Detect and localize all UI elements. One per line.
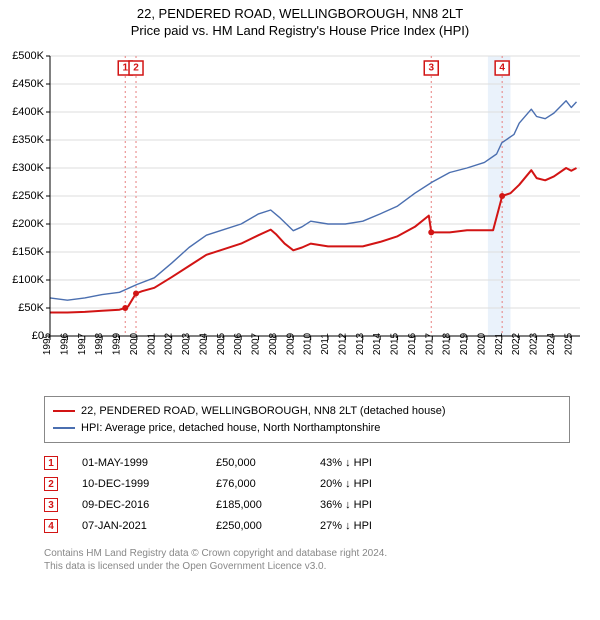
xtick-label: 2017 <box>424 332 435 355</box>
event-dot <box>499 193 505 199</box>
event-date: 10-DEC-1999 <box>82 474 192 495</box>
legend-row: 22, PENDERED ROAD, WELLINGBOROUGH, NN8 2… <box>53 403 561 420</box>
xtick-label: 1996 <box>59 332 70 355</box>
event-diff: 43% ↓ HPI <box>320 453 430 474</box>
ytick-label: £400K <box>12 106 44 118</box>
event-diff: 20% ↓ HPI <box>320 474 430 495</box>
chart-area: £0£50K£100K£150K£200K£250K£300K£350K£400… <box>0 46 600 386</box>
event-dot <box>133 290 139 296</box>
event-row: 1 01-MAY-1999 £50,000 43% ↓ HPI <box>44 453 570 474</box>
ytick-label: £50K <box>18 302 44 314</box>
credits: Contains HM Land Registry data © Crown c… <box>44 547 570 573</box>
ytick-label: £500K <box>12 50 44 62</box>
xtick-label: 2015 <box>390 332 401 355</box>
event-num-box: 2 <box>44 477 58 491</box>
credits-line2: This data is licensed under the Open Gov… <box>44 560 570 573</box>
event-dot <box>428 229 434 235</box>
xtick-label: 2016 <box>407 332 418 355</box>
xtick-label: 2007 <box>251 332 262 355</box>
ytick-label: £300K <box>12 162 44 174</box>
ytick-label: £350K <box>12 134 44 146</box>
event-num-box: 4 <box>44 519 58 533</box>
events-table: 1 01-MAY-1999 £50,000 43% ↓ HPI 2 10-DEC-1999… <box>44 453 570 537</box>
xtick-label: 2003 <box>181 332 192 355</box>
event-price: £250,000 <box>216 516 296 537</box>
event-price: £76,000 <box>216 474 296 495</box>
xtick-label: 1998 <box>94 332 105 355</box>
xtick-label: 2010 <box>303 332 314 355</box>
xtick-label: 2013 <box>355 332 366 355</box>
event-marker-num: 3 <box>428 63 434 74</box>
xtick-label: 2023 <box>529 332 540 355</box>
chart-container: 22, PENDERED ROAD, WELLINGBOROUGH, NN8 2… <box>0 0 600 573</box>
event-num-box: 3 <box>44 498 58 512</box>
xtick-label: 2020 <box>476 332 487 355</box>
event-dot <box>122 305 128 311</box>
event-price: £185,000 <box>216 495 296 516</box>
xtick-label: 2024 <box>546 332 557 355</box>
titles: 22, PENDERED ROAD, WELLINGBOROUGH, NN8 2… <box>0 0 600 38</box>
xtick-label: 1997 <box>77 332 88 355</box>
event-marker-num: 1 <box>122 63 128 74</box>
event-row: 4 07-JAN-2021 £250,000 27% ↓ HPI <box>44 516 570 537</box>
xtick-label: 2022 <box>511 332 522 355</box>
ytick-label: £150K <box>12 246 44 258</box>
xtick-label: 2004 <box>198 332 209 355</box>
xtick-label: 2018 <box>442 332 453 355</box>
chart-svg: £0£50K£100K£150K£200K£250K£300K£350K£400… <box>0 46 600 386</box>
ytick-label: £250K <box>12 190 44 202</box>
legend-row: HPI: Average price, detached house, Nort… <box>53 420 561 437</box>
legend-swatch <box>53 410 75 412</box>
event-num-box: 1 <box>44 456 58 470</box>
event-diff: 36% ↓ HPI <box>320 495 430 516</box>
legend-swatch <box>53 427 75 429</box>
event-row: 2 10-DEC-1999 £76,000 20% ↓ HPI <box>44 474 570 495</box>
xtick-label: 2021 <box>494 332 505 355</box>
event-price: £50,000 <box>216 453 296 474</box>
xtick-label: 2025 <box>563 332 574 355</box>
event-diff: 27% ↓ HPI <box>320 516 430 537</box>
xtick-label: 2019 <box>459 332 470 355</box>
legend-label: HPI: Average price, detached house, Nort… <box>81 420 380 437</box>
event-date: 07-JAN-2021 <box>82 516 192 537</box>
xtick-label: 2005 <box>216 332 227 355</box>
xtick-label: 2006 <box>233 332 244 355</box>
ytick-label: £100K <box>12 274 44 286</box>
ytick-label: £450K <box>12 78 44 90</box>
title-main: 22, PENDERED ROAD, WELLINGBOROUGH, NN8 2… <box>0 6 600 21</box>
event-marker-num: 2 <box>133 63 139 74</box>
event-row: 3 09-DEC-2016 £185,000 36% ↓ HPI <box>44 495 570 516</box>
xtick-label: 2000 <box>129 332 140 355</box>
event-date: 09-DEC-2016 <box>82 495 192 516</box>
xtick-label: 2002 <box>164 332 175 355</box>
xtick-label: 1999 <box>112 332 123 355</box>
xtick-label: 2001 <box>146 332 157 355</box>
event-date: 01-MAY-1999 <box>82 453 192 474</box>
xtick-label: 2009 <box>285 332 296 355</box>
legend: 22, PENDERED ROAD, WELLINGBOROUGH, NN8 2… <box>44 396 570 443</box>
credits-line1: Contains HM Land Registry data © Crown c… <box>44 547 570 560</box>
ytick-label: £200K <box>12 218 44 230</box>
title-sub: Price paid vs. HM Land Registry's House … <box>0 23 600 38</box>
xtick-label: 2012 <box>337 332 348 355</box>
xtick-label: 2014 <box>372 332 383 355</box>
xtick-label: 2011 <box>320 333 331 355</box>
legend-label: 22, PENDERED ROAD, WELLINGBOROUGH, NN8 2… <box>81 403 446 420</box>
event-marker-num: 4 <box>499 63 505 74</box>
xtick-label: 2008 <box>268 332 279 355</box>
